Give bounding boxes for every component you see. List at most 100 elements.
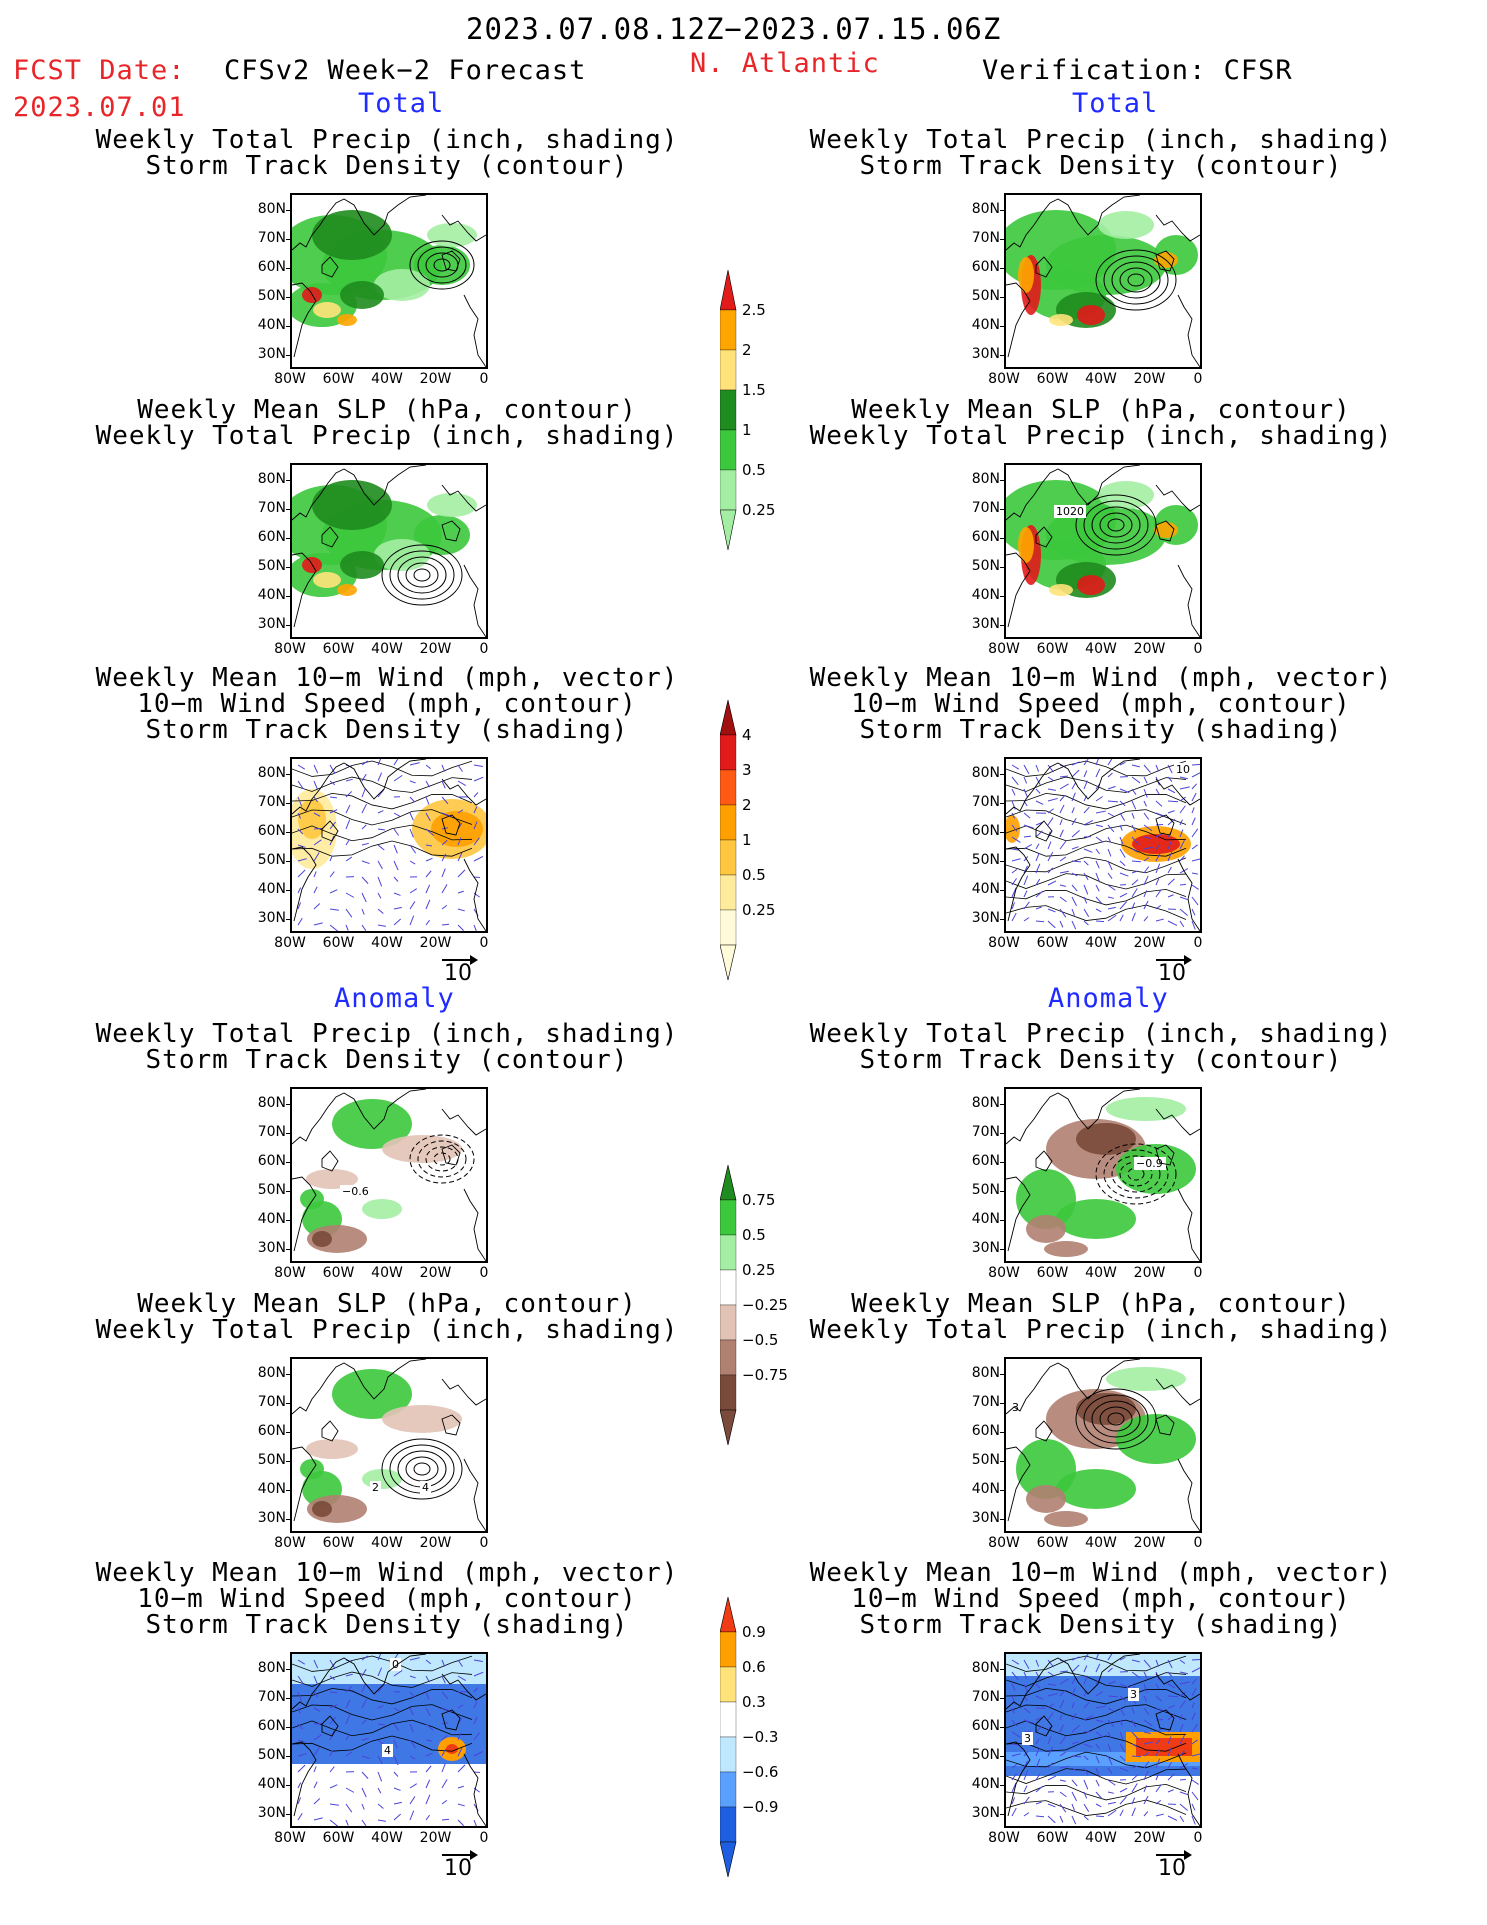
lon-label: 20W xyxy=(1133,935,1166,951)
reference-vector-label: 10 xyxy=(1158,1856,1186,1881)
lat-label: 80N xyxy=(257,471,286,487)
coastline xyxy=(292,465,486,637)
reference-vector-arrow xyxy=(1156,955,1192,965)
map-plot xyxy=(292,759,486,931)
lon-label: 0 xyxy=(1193,1535,1203,1551)
lat-tick xyxy=(1000,297,1005,298)
coastline xyxy=(292,759,486,931)
lat-label: 80N xyxy=(257,765,286,781)
lat-tick xyxy=(1000,210,1005,211)
lon-label: 60W xyxy=(1036,1830,1069,1846)
lat-label: 70N xyxy=(257,794,286,810)
colorbar-label: −0.25 xyxy=(742,1296,788,1314)
left-total-label: Total xyxy=(358,88,445,119)
map-plot xyxy=(292,465,486,637)
panel-title-line: 10−m Wind Speed (mph, contour) xyxy=(851,689,1351,719)
colorbar-label: 2 xyxy=(742,341,752,359)
lat-tick xyxy=(286,1191,291,1192)
colorbar-label: 2.5 xyxy=(742,301,766,319)
lat-tick xyxy=(286,1133,291,1134)
lat-label: 40N xyxy=(971,1776,1000,1792)
lat-tick xyxy=(286,890,291,891)
lon-label: 80W xyxy=(274,1830,306,1846)
panel-title-line: Weekly Mean 10−m Wind (mph, vector) xyxy=(95,663,679,693)
panel-title-line: 10−m Wind Speed (mph, contour) xyxy=(137,689,637,719)
lat-tick xyxy=(1000,1374,1005,1375)
lon-label: 40W xyxy=(1085,1830,1117,1846)
lat-tick xyxy=(1000,1432,1005,1433)
lon-label: 80W xyxy=(988,1830,1020,1846)
lat-label: 60N xyxy=(971,259,1000,275)
lat-tick xyxy=(1000,509,1005,510)
reference-vector-label: 10 xyxy=(1158,961,1186,986)
lat-tick xyxy=(286,297,291,298)
lat-label: 80N xyxy=(257,1660,286,1676)
lat-tick xyxy=(286,861,291,862)
lat-label: 30N xyxy=(257,1805,286,1821)
lat-tick xyxy=(286,480,291,481)
lon-label: 40W xyxy=(371,1265,403,1281)
panel-title-line: Weekly Total Precip (inch, shading) xyxy=(95,1315,679,1345)
lon-label: 80W xyxy=(988,1265,1020,1281)
lat-label: 60N xyxy=(971,823,1000,839)
lon-label: 40W xyxy=(371,1535,403,1551)
lon-label: 0 xyxy=(479,371,489,387)
panel-title-line: 10−m Wind Speed (mph, contour) xyxy=(137,1584,637,1614)
colorbar-label: 0.25 xyxy=(742,1261,776,1279)
lat-tick xyxy=(1000,567,1005,568)
lon-label: 20W xyxy=(419,935,452,951)
contour-label: 4 xyxy=(422,1481,429,1494)
lat-label: 80N xyxy=(971,765,1000,781)
lat-tick xyxy=(1000,1785,1005,1786)
panel-title-line: Storm Track Density (contour) xyxy=(859,1045,1343,1075)
colorbar-swatches xyxy=(720,270,737,551)
lon-label: 40W xyxy=(1085,641,1117,657)
lat-tick xyxy=(1000,1133,1005,1134)
lon-label: 40W xyxy=(371,641,403,657)
lon-label: 40W xyxy=(371,371,403,387)
lat-tick xyxy=(286,1249,291,1250)
lat-label: 80N xyxy=(257,1365,286,1381)
lat-label: 30N xyxy=(971,1240,1000,1256)
panel-title-line: Weekly Mean SLP (hPa, contour) xyxy=(851,1289,1351,1319)
lon-label: 60W xyxy=(322,1265,355,1281)
lon-label: 0 xyxy=(479,1535,489,1551)
lat-label: 80N xyxy=(257,1095,286,1111)
lon-label: 60W xyxy=(322,1830,355,1846)
lat-tick xyxy=(1000,1162,1005,1163)
date-range-title: 2023.07.08.12Z−2023.07.15.06Z xyxy=(466,12,1002,46)
colorbar-label: −0.5 xyxy=(742,1331,779,1349)
lat-tick xyxy=(286,1403,291,1404)
lat-label: 70N xyxy=(257,230,286,246)
lat-tick xyxy=(286,538,291,539)
lon-label: 0 xyxy=(479,641,489,657)
colorbar-label: 0.5 xyxy=(742,461,766,479)
lon-label: 60W xyxy=(1036,935,1069,951)
lon-label: 0 xyxy=(479,935,489,951)
coastline xyxy=(1006,195,1200,367)
coastline xyxy=(1006,1654,1200,1826)
lon-label: 0 xyxy=(1193,371,1203,387)
lat-tick xyxy=(286,1698,291,1699)
panel-title-line: Weekly Total Precip (inch, shading) xyxy=(809,125,1393,155)
lat-label: 40N xyxy=(257,317,286,333)
map-plot: 04 xyxy=(292,1654,486,1826)
lat-tick xyxy=(1000,1220,1005,1221)
lat-tick xyxy=(1000,803,1005,804)
colorbar-label: 2 xyxy=(742,796,752,814)
lon-label: 20W xyxy=(1133,371,1166,387)
lon-label: 40W xyxy=(1085,1265,1117,1281)
lat-label: 50N xyxy=(971,288,1000,304)
lat-tick xyxy=(1000,832,1005,833)
lat-label: 70N xyxy=(971,1689,1000,1705)
map-frame xyxy=(290,193,488,369)
lon-label: 60W xyxy=(1036,1535,1069,1551)
lon-label: 20W xyxy=(1133,641,1166,657)
lon-label: 80W xyxy=(274,641,306,657)
lat-label: 70N xyxy=(257,1689,286,1705)
lat-label: 30N xyxy=(257,1510,286,1526)
lat-label: 40N xyxy=(971,587,1000,603)
lat-label: 60N xyxy=(971,1718,1000,1734)
lat-label: 40N xyxy=(257,1481,286,1497)
